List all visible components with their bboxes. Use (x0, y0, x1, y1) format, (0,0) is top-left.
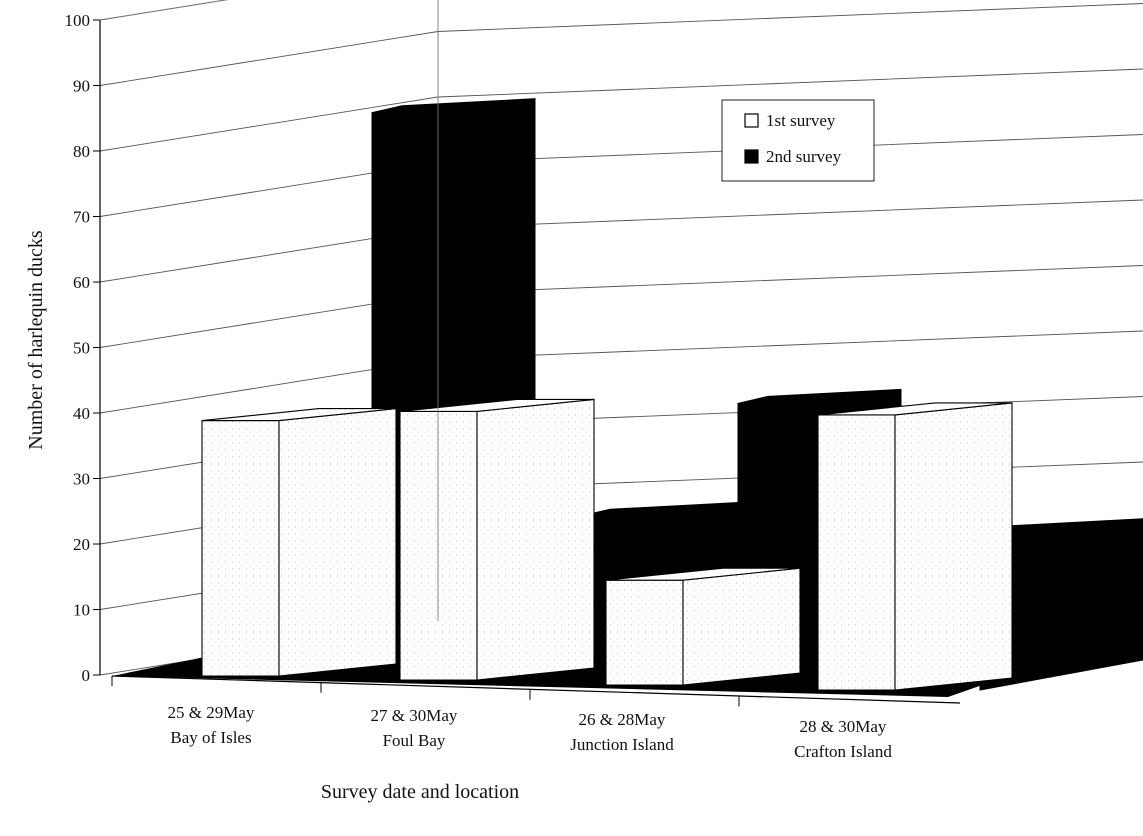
y-tick-label: 80 (73, 142, 90, 161)
bar-front-face (201, 420, 280, 677)
y-tick-label: 50 (73, 339, 90, 358)
bar-front-face (817, 414, 896, 691)
x-category-label: Crafton Island (794, 742, 892, 761)
y-tick-label: 20 (73, 535, 90, 554)
x-axis-line (111, 675, 961, 704)
x-axis-title: Survey date and location (321, 781, 519, 803)
y-tick-label: 90 (73, 77, 90, 96)
legend: 1st survey 2nd survey (721, 99, 875, 182)
bar-front-face (399, 410, 478, 681)
y-tick-label: 40 (73, 404, 90, 423)
bar-side-face (476, 398, 595, 681)
bar-1st-survey-4 (817, 402, 1013, 691)
bar-top-face (201, 408, 397, 422)
x-category-label: Foul Bay (383, 731, 446, 750)
bar-1st-survey-1 (201, 407, 397, 677)
y-tick-label: 30 (73, 470, 90, 489)
gridline (99, 134, 1143, 217)
x-category-label: 25 & 29May (168, 703, 255, 722)
bar-side-face (278, 407, 397, 677)
bar-top-face (817, 402, 1013, 416)
bar-side-face (682, 567, 801, 686)
bar-top-face (399, 398, 595, 412)
x-category-label: 27 & 30May (371, 706, 458, 725)
y-tick-label: 100 (65, 11, 91, 30)
bar-side-face (894, 402, 1013, 691)
gridline (99, 199, 1143, 283)
bar-front-face (605, 579, 684, 686)
y-tick-label: 70 (73, 208, 90, 227)
y-tick-label: 10 (73, 601, 90, 620)
gridline (99, 68, 1143, 152)
x-category-label: Junction Island (570, 735, 674, 754)
y-axis-title: Number of harlequin ducks (25, 230, 47, 450)
legend-swatch-1st-survey (744, 113, 759, 128)
series-1st-survey (201, 398, 1013, 691)
x-category-label: Bay of Isles (170, 728, 251, 747)
x-category-label: 28 & 30May (800, 717, 887, 736)
gridline (99, 265, 1143, 348)
legend-label-2nd-survey: 2nd survey (766, 147, 842, 166)
x-category-label: 26 & 28May (579, 710, 666, 729)
bar-1st-survey-2 (399, 398, 595, 681)
y-tick-label: 0 (82, 666, 91, 685)
y-tick-label: 60 (73, 273, 90, 292)
legend-label-1st-survey: 1st survey (766, 111, 836, 130)
gridline (99, 3, 1143, 86)
legend-swatch-2nd-survey (744, 149, 759, 164)
y-tick-labels: 0 10 20 30 40 50 60 70 80 90 100 (65, 11, 100, 685)
bar-top-face (605, 567, 801, 581)
bar-1st-survey-3 (605, 567, 801, 686)
x-category-labels: 25 & 29May Bay of Isles 27 & 30May Foul Bay… (111, 676, 892, 761)
gridline (99, 330, 1143, 414)
top-edge-line (99, 0, 229, 21)
